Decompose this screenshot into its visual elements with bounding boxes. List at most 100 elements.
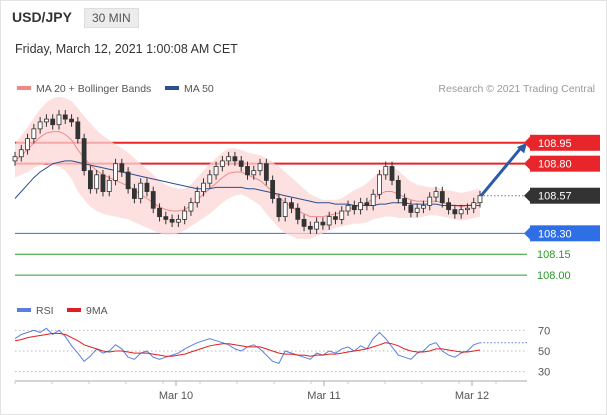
candle — [37, 117, 43, 134]
candle — [458, 204, 464, 219]
candle — [263, 158, 269, 186]
currency-pair-title: USD/JPY — [12, 9, 72, 25]
candle — [194, 186, 200, 208]
candle — [106, 175, 112, 197]
candle — [421, 200, 426, 214]
candle — [301, 214, 307, 232]
candle — [94, 169, 100, 194]
level-label-108.95: 108.95 — [524, 134, 600, 151]
candle — [320, 217, 326, 230]
candle — [389, 161, 395, 186]
rsi-legend-label-rsi: RSI — [36, 305, 54, 317]
timeframe-badge[interactable]: 30 MIN — [84, 8, 139, 28]
candle — [226, 151, 232, 166]
candle — [402, 193, 407, 211]
candle — [351, 200, 357, 215]
legend-label-ma20: MA 20 + Bollinger Bands — [36, 83, 151, 95]
target-arrow — [480, 142, 527, 197]
svg-text:108.15: 108.15 — [537, 249, 571, 261]
candle — [25, 133, 30, 155]
candle — [56, 110, 62, 130]
candle — [326, 211, 332, 230]
rsi-line — [14, 327, 481, 365]
rsi-tick-50: 50 — [538, 346, 550, 358]
candle — [213, 161, 219, 180]
candle — [339, 206, 345, 225]
level-label-108.15: 108.15 — [537, 249, 571, 261]
candle — [150, 186, 156, 214]
candle — [44, 114, 49, 127]
candle — [251, 165, 257, 180]
level-label-108.30: 108.30 — [524, 225, 600, 242]
candle — [433, 186, 439, 202]
candle — [314, 217, 320, 235]
candle — [289, 197, 294, 214]
candle — [144, 178, 150, 197]
candle — [169, 214, 175, 228]
candle — [113, 158, 118, 186]
level-label-108.57: 108.57 — [524, 187, 600, 204]
candle — [12, 151, 18, 166]
candle — [125, 167, 131, 194]
candle — [119, 158, 125, 177]
candle — [157, 203, 162, 222]
timestamp: Friday, March 12, 2021 1:00:08 AM CET — [15, 42, 238, 56]
candle — [81, 133, 87, 176]
candle — [182, 206, 188, 225]
candle — [138, 178, 144, 204]
candle — [452, 204, 458, 219]
candle — [18, 144, 24, 162]
candle — [69, 114, 74, 127]
candle — [282, 197, 288, 222]
svg-text:108.95: 108.95 — [538, 138, 572, 150]
candle — [414, 203, 420, 218]
svg-text:108.57: 108.57 — [538, 191, 572, 203]
candle — [88, 165, 93, 194]
rsi-9ma-line — [14, 332, 481, 357]
legend-swatch-ma50 — [165, 86, 179, 90]
candle — [395, 175, 401, 204]
legend-swatch-ma20 — [17, 86, 31, 90]
x-tick-label: Mar 11 — [307, 390, 340, 402]
rsi-legend-label-9ma: 9MA — [86, 305, 108, 317]
legend-label-ma50: MA 50 — [184, 83, 214, 95]
candle — [75, 117, 81, 144]
candle — [232, 151, 238, 166]
candle — [383, 161, 389, 180]
candle — [175, 214, 181, 228]
candle — [188, 197, 194, 216]
candle — [377, 169, 382, 200]
candle — [408, 200, 414, 218]
rsi-tick-70: 70 — [538, 325, 550, 337]
rsi-legend-swatch-9ma — [67, 308, 81, 312]
candle — [245, 161, 250, 180]
candle — [465, 203, 470, 215]
candle — [295, 203, 301, 225]
candle — [358, 197, 364, 215]
rsi-tick-30: 30 — [538, 367, 550, 379]
x-tick-label: Mar 10 — [159, 390, 193, 402]
rsi-legend-swatch-rsi — [17, 308, 31, 312]
candle — [100, 169, 106, 197]
candle — [471, 197, 477, 214]
candle — [276, 193, 282, 222]
level-label-108.00: 108.00 — [537, 270, 571, 282]
candle — [427, 192, 433, 211]
candle — [62, 110, 68, 124]
svg-text:108.80: 108.80 — [538, 159, 572, 171]
candle — [201, 178, 206, 197]
candle — [370, 189, 376, 211]
candle — [439, 186, 445, 208]
candle — [257, 158, 263, 176]
svg-text:108.30: 108.30 — [538, 228, 572, 240]
candle — [238, 156, 244, 172]
candle — [307, 221, 313, 235]
copyright: Research © 2021 Trading Central — [438, 83, 595, 95]
candle — [446, 197, 451, 215]
candle — [163, 211, 169, 225]
candle — [219, 156, 225, 172]
x-tick-label: Mar 12 — [455, 390, 489, 402]
candle — [345, 200, 351, 216]
candle — [364, 197, 370, 211]
